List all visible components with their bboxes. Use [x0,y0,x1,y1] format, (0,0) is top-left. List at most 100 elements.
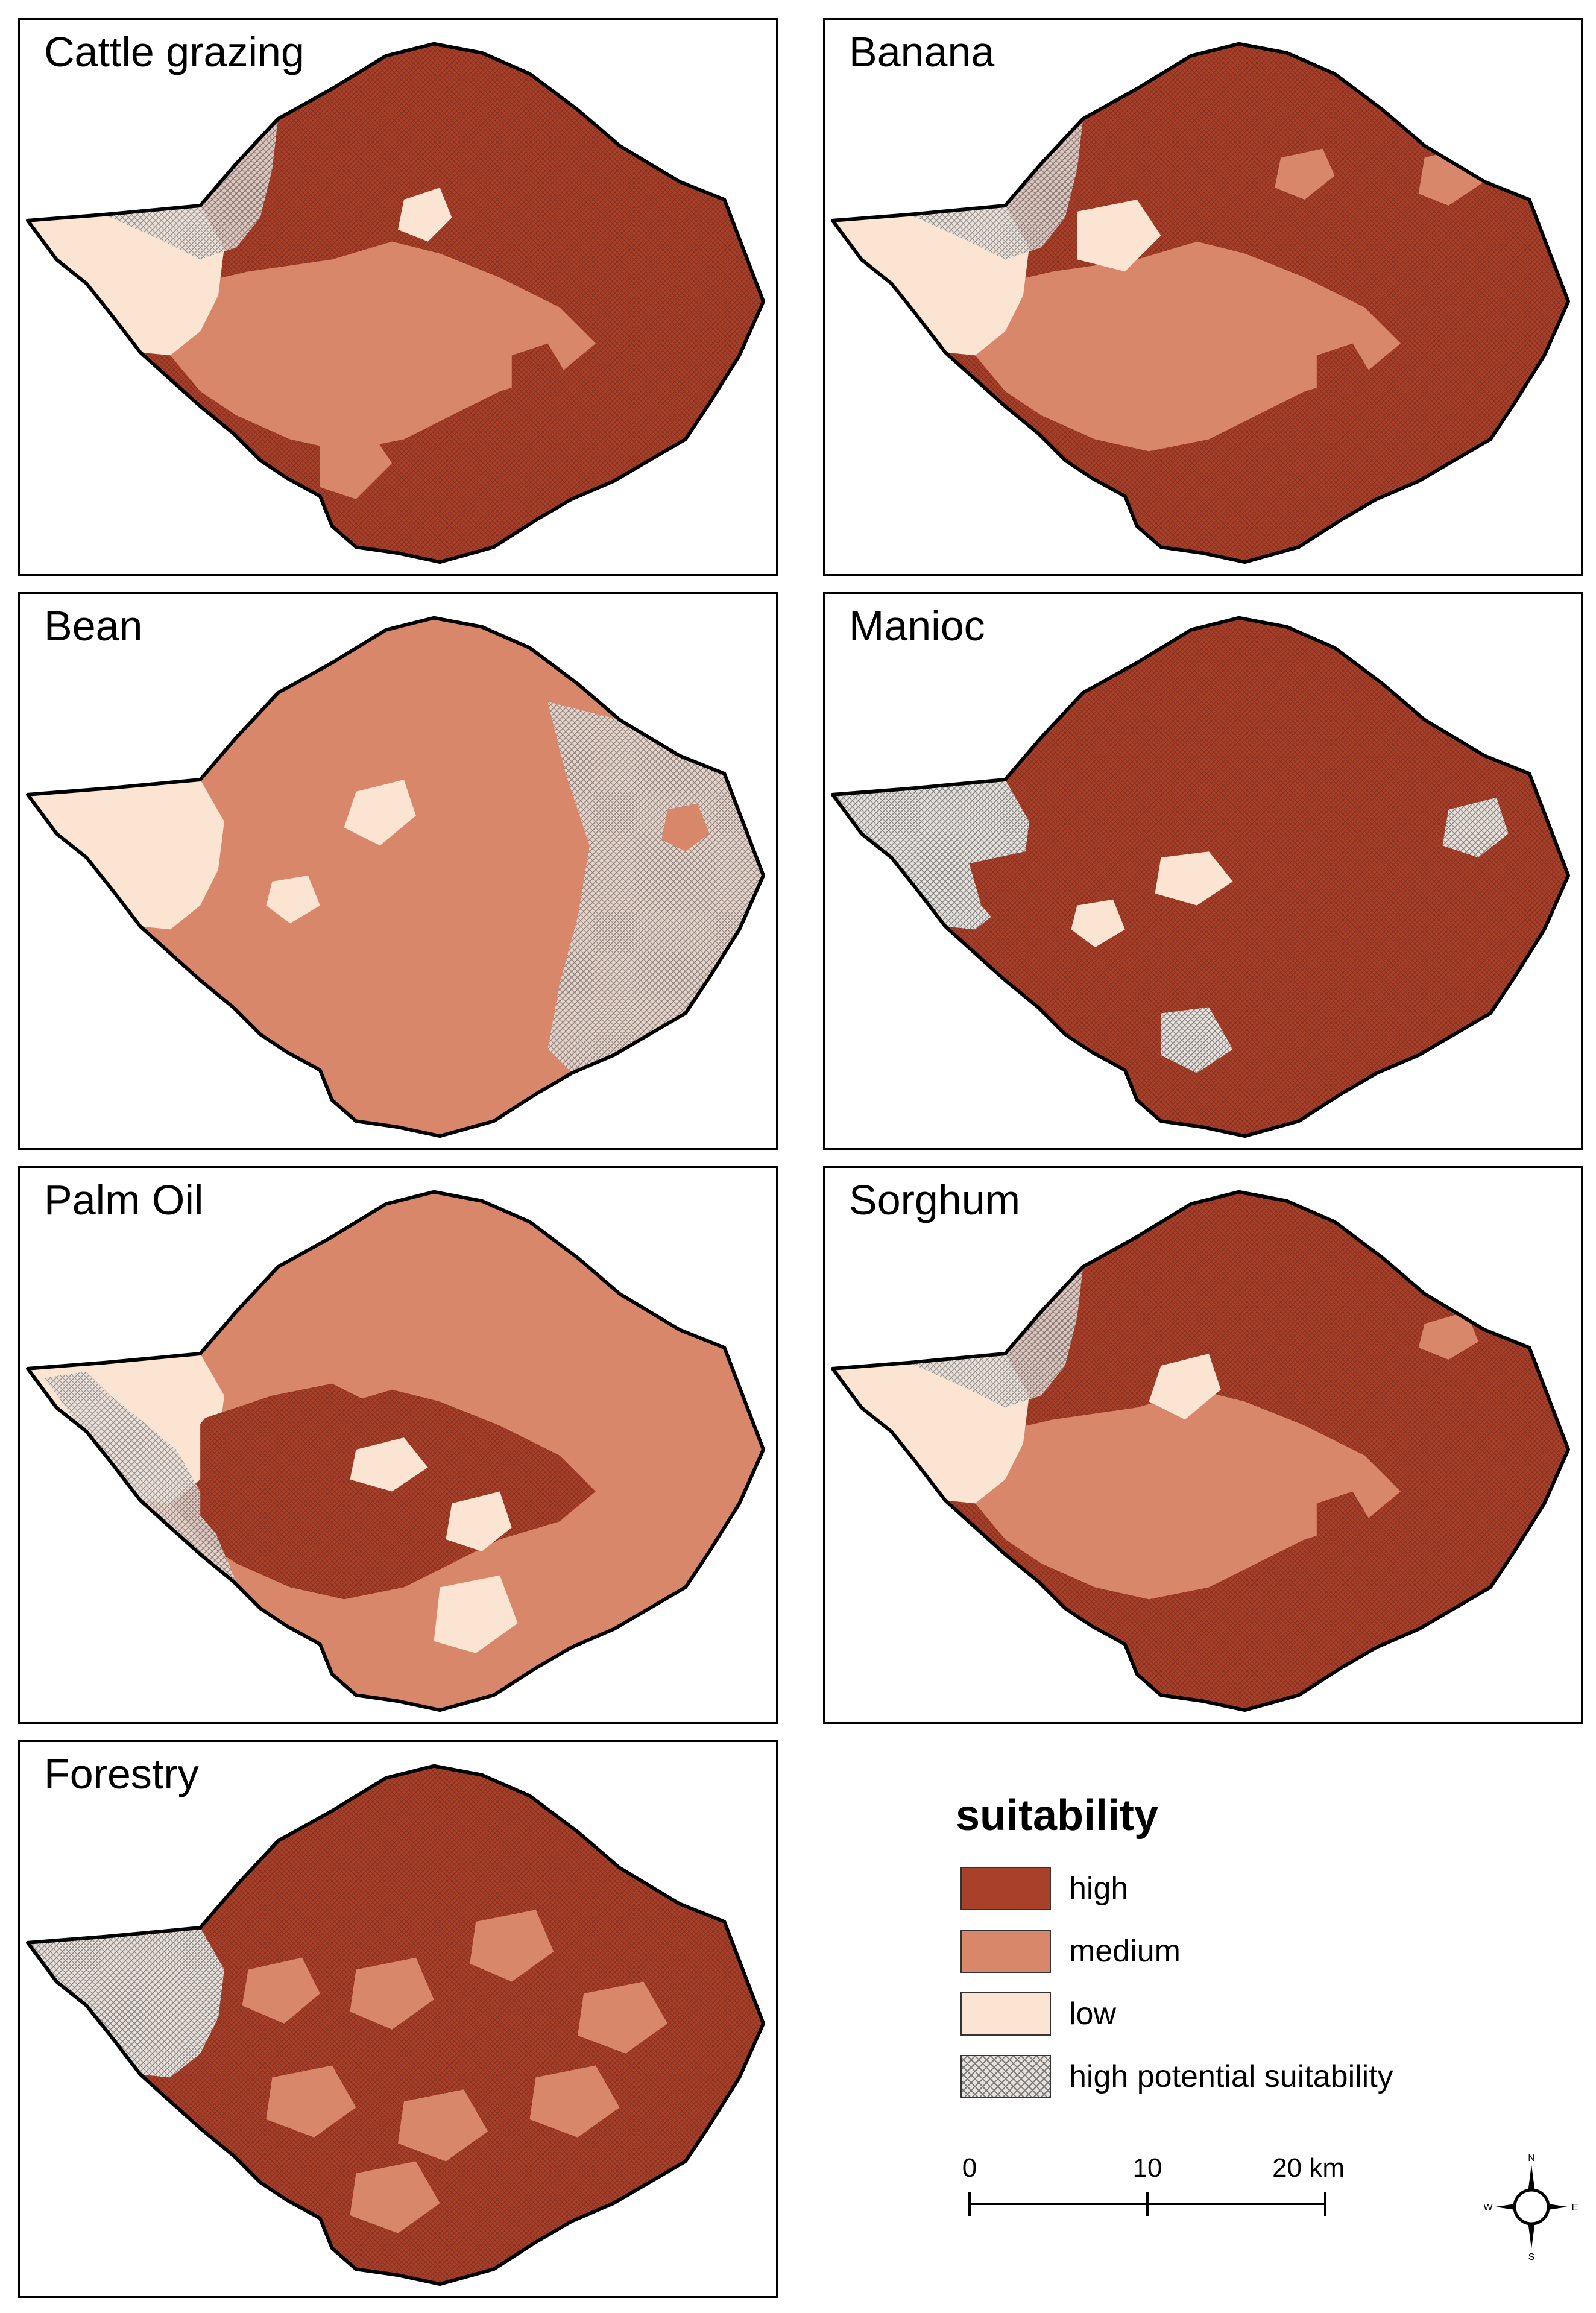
region-outline [26,1190,766,1712]
region-outline [831,42,1571,564]
region-patch [1238,749,1305,804]
map-regions [833,1191,1569,1711]
map-cattle-grazing [26,42,766,564]
region-patch [104,1353,218,1432]
region-patch [242,1957,320,2024]
region-patch [470,1910,554,1982]
region-outline [831,1190,1571,1712]
scale-tick-label-10: 10 [1133,2153,1162,2183]
region-patch [350,2161,440,2233]
panel-title: Bean [44,602,143,649]
region-patch [578,1981,668,2054]
region-patch [1316,343,1371,403]
region-potential [909,118,1083,260]
panel-title: Cattle grazing [44,28,304,75]
region-outline [26,1764,766,2286]
map-panel-cattle-grazing: Cattle grazing [18,18,778,576]
region-center [975,241,1401,452]
compass-n: N [1528,2153,1535,2163]
scale-bar: 0 10 20 km [962,2153,1345,2216]
region-patch [446,1491,512,1551]
region-patch [1244,439,1317,511]
region-patch [1244,1013,1317,1085]
map-regions [28,43,764,563]
map-manioc [831,616,1571,1138]
region-outline [831,616,1571,1138]
region-patch [398,188,452,242]
legend-label: high [1069,1871,1129,1906]
scale-tick-label-0: 0 [962,2153,977,2183]
region-patch [1316,1491,1371,1551]
region-patch [1071,899,1125,948]
region-patch [440,439,512,511]
legend-item-potential: high potential suitability [956,2045,1559,2108]
region-outline [26,42,766,564]
map-bean [26,616,766,1138]
map-regions [28,617,764,1137]
region-potential [104,118,279,260]
map-panel-palm-oil: Palm Oil [18,1166,778,1724]
map-panel-manioc: Manioc [823,592,1583,1150]
region-patch [1418,1311,1479,1360]
region-center [975,1389,1401,1600]
map-regions [28,1766,764,2285]
panel-title: Palm Oil [44,1176,204,1223]
map-panel-forestry: Forestry [18,1740,778,2298]
region-patch [266,875,320,924]
region-patch [344,779,416,846]
region-patch [511,343,566,403]
panel-title: Forestry [44,1750,199,1797]
region-patch [104,779,218,882]
map-regions [28,1191,764,1711]
legend-title: suitability [956,1791,1159,1840]
compass-s: S [1528,2252,1535,2261]
region-patch [529,2065,620,2138]
map-banana [831,42,1571,564]
region-patch [398,2089,488,2162]
region-patch [320,427,393,499]
map-panel-sorghum: Sorghum [823,1166,1583,1724]
legend-swatch-high [960,1867,1051,1910]
region-outline [26,616,766,1138]
compass-rose-icon: N S W E [1483,2153,1579,2261]
legend-label: medium [1069,1934,1181,1969]
legend-swatch-potential [960,2055,1051,2098]
legend-swatch-medium [960,1930,1051,1973]
map-palm-oil [26,1190,766,1712]
region-potential [547,701,764,1073]
region-center [170,815,596,1026]
region-patch [266,2065,356,2138]
map-sorghum [831,1190,1571,1712]
legend-label: high potential suitability [1069,2059,1393,2094]
region-potential [909,1266,1083,1408]
map-panel-banana: Banana [823,18,1583,576]
region-potential [28,1927,224,2078]
map-panel-bean: Bean [18,592,778,1150]
region-patch [1275,148,1335,200]
region-patch [1077,200,1161,272]
scale-tick-label-20: 20 km [1272,2153,1345,2183]
region-patch [1442,797,1509,858]
compass-e: E [1572,2203,1579,2213]
legend-item-high: high [956,1857,1559,1920]
legend: suitability high medium low high potenti… [956,1791,1559,2108]
compass-w: W [1483,2203,1493,2213]
panel-title: Banana [849,28,995,75]
panel-title: Manioc [849,602,985,649]
legend-item-low: low [956,1983,1559,2045]
region-patch [434,1575,518,1653]
region-patch [1155,851,1233,906]
map-regions [833,43,1569,563]
region-center [170,241,596,452]
region-patch [1244,1587,1317,1659]
map-regions [833,617,1569,1137]
region-patch [969,815,1365,989]
region-patch [350,1957,434,2030]
panel-title: Sorghum [849,1176,1021,1223]
region-patch [1149,1353,1221,1420]
legend-item-medium: medium [956,1920,1559,1983]
region-patch [661,803,710,852]
region-patch [1161,1007,1233,1073]
map-forestry [26,1764,766,2286]
region-potential [44,1371,332,1674]
